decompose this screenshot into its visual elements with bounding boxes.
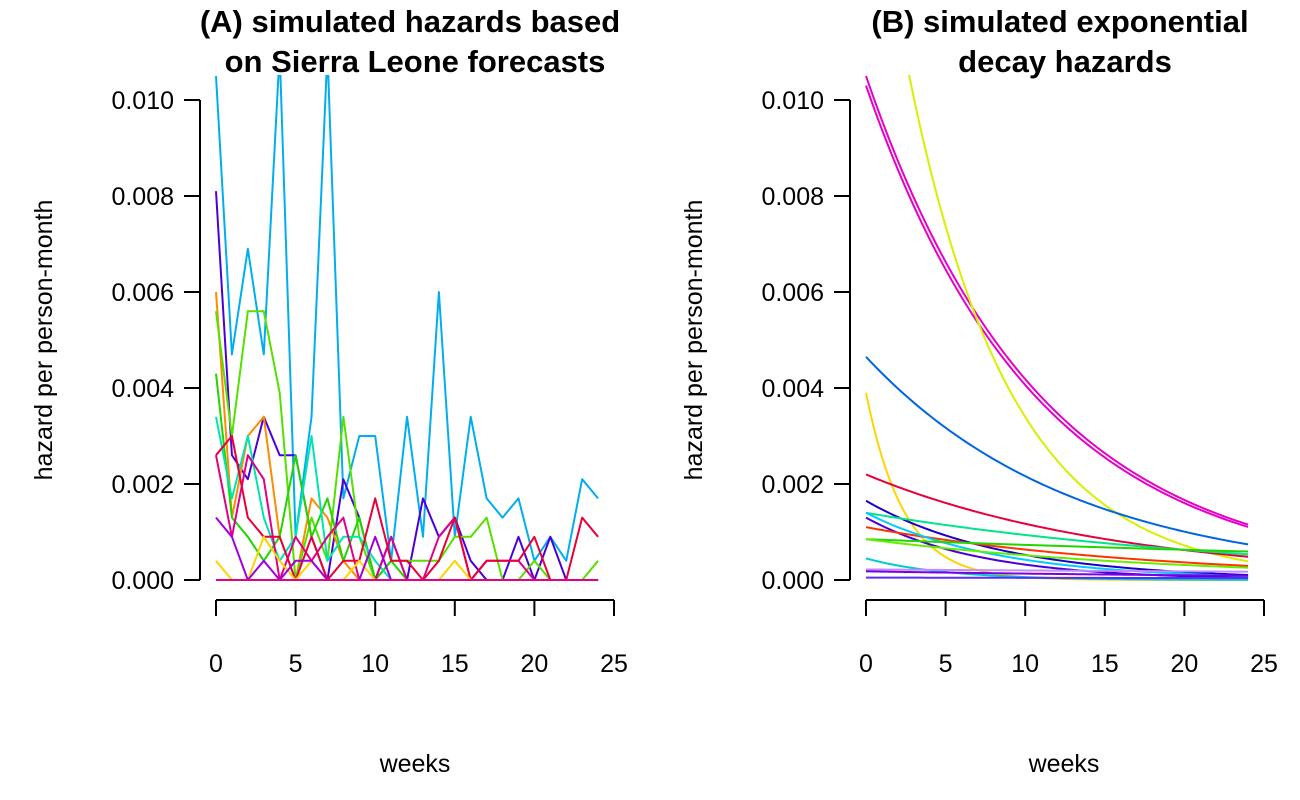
panel-b-series-group xyxy=(865,75,1249,581)
panel-b-x-tick-label: 0 xyxy=(859,650,873,678)
panel-a-y-tick-label: 0.006 xyxy=(111,279,174,307)
panel-b-x-tick-label: 5 xyxy=(939,650,953,678)
panel-b-y-tick-label: 0.006 xyxy=(761,279,824,307)
panel-b-series-line-17 xyxy=(865,576,1249,580)
panel-b-y-tick-label: 0.004 xyxy=(761,375,824,403)
panel-b-series-line-1 xyxy=(865,75,1249,526)
panel-b-series-line-13 xyxy=(865,538,1249,569)
panel-a-title-line-2: on Sierra Leone forecasts xyxy=(225,44,606,79)
panel-b-y-tick-label: 0.010 xyxy=(761,87,824,115)
panel-a-title-line-1: (A) simulated hazards based xyxy=(200,4,620,39)
panel-b-y-tick-label: 0.008 xyxy=(761,183,824,211)
panel-b-y-tick-label: 0.000 xyxy=(761,567,824,595)
panel-a-x-tick-label: 15 xyxy=(441,650,469,678)
panel-b-x-tick-label: 25 xyxy=(1250,650,1278,678)
panel-a-x-tick-label: 25 xyxy=(600,650,628,678)
panel-b-series-line-12 xyxy=(865,538,1249,553)
panel-b-title-line-1: (B) simulated exponential xyxy=(871,4,1248,39)
panel-a-marks: 0.000 0.002 0.004 0.006 0.008 0.010 0 5 10 15 20 25 xyxy=(111,75,628,678)
panel-b-series-line-16 xyxy=(865,570,1249,577)
panel-a-series-line-2 xyxy=(215,191,599,581)
panel-a-y-tick-label: 0.002 xyxy=(111,471,174,499)
panel-a-series-line-8 xyxy=(215,435,599,581)
panel-b-series-line-11 xyxy=(865,511,1249,578)
panel-a-x-tick-label: 0 xyxy=(209,650,223,678)
panel-b-x-axis-label: weeks xyxy=(1028,750,1100,778)
panel-a-series-line-5 xyxy=(215,373,599,581)
panel-b-series-line-4 xyxy=(865,356,1249,546)
panel-a-x-tick-label: 5 xyxy=(289,650,303,678)
panel-b-x-tick-label: 20 xyxy=(1170,650,1198,678)
panel-b: (B) simulated exponential decay hazards … xyxy=(680,4,1278,778)
panel-a-x-axis-label: weeks xyxy=(379,750,451,778)
panel-b-series-line-3 xyxy=(908,75,1249,563)
panel-b-series-line-2 xyxy=(865,85,1249,528)
panel-a-x-tick-label: 10 xyxy=(361,650,389,678)
panel-a-x-tick-label: 20 xyxy=(520,650,548,678)
panel-a-y-tick-label: 0.004 xyxy=(111,375,174,403)
panel-a-y-tick-label: 0.010 xyxy=(111,87,174,115)
panel-b-series-line-6 xyxy=(865,473,1249,558)
panel-a-series-group xyxy=(215,75,599,581)
panel-a: (A) simulated hazards based on Sierra Le… xyxy=(30,4,628,778)
panel-b-marks: 0.000 0.002 0.004 0.006 0.008 0.010 0 5 10 15 20 25 xyxy=(761,75,1278,678)
panel-b-x-tick-label: 15 xyxy=(1091,650,1119,678)
panel-b-x-tick-label: 10 xyxy=(1011,650,1039,678)
panel-a-series-line-10 xyxy=(215,516,599,581)
panel-a-y-axis-label: hazard per person-month xyxy=(30,200,58,481)
panel-b-y-tick-label: 0.002 xyxy=(761,471,824,499)
panel-b-y-axis-label: hazard per person-month xyxy=(680,200,708,481)
panel-a-y-tick-label: 0.008 xyxy=(111,183,174,211)
panel-a-y-tick-label: 0.000 xyxy=(111,567,174,595)
panel-b-title-line-2: decay hazards xyxy=(958,44,1172,79)
panel-b-series-line-15 xyxy=(865,568,1249,573)
